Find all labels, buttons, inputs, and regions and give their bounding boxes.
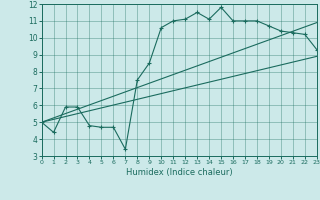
X-axis label: Humidex (Indice chaleur): Humidex (Indice chaleur) — [126, 168, 233, 177]
